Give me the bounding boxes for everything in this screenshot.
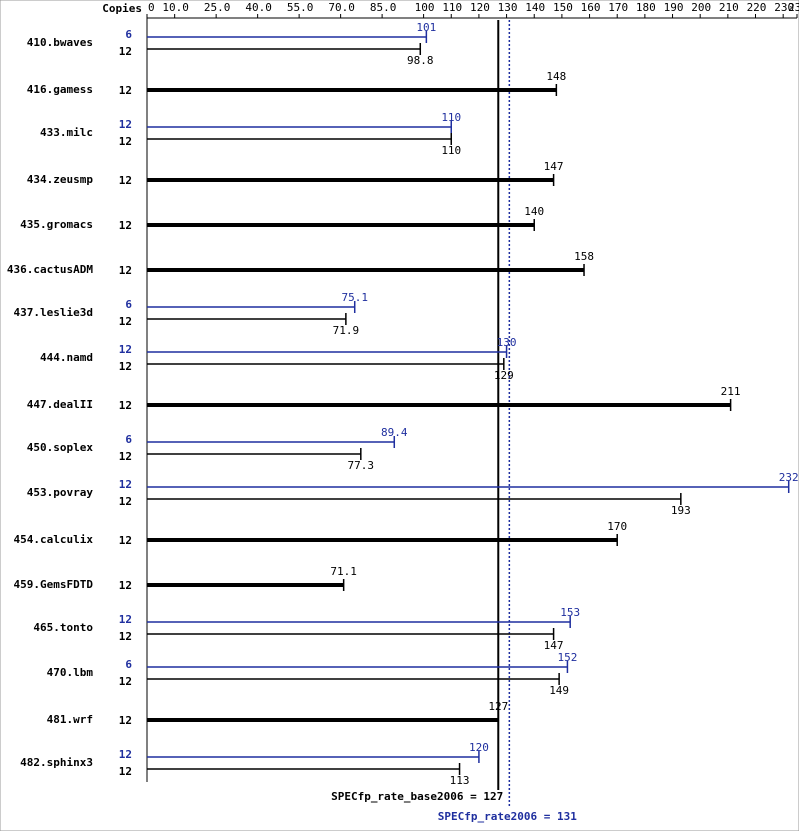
x-tick-label: 210	[719, 1, 739, 14]
copies-header: Copies	[102, 2, 142, 15]
reference-label: SPECfp_rate_base2006 = 127	[331, 790, 503, 803]
x-tick-label: 170	[608, 1, 628, 14]
value-label: 158	[574, 250, 594, 263]
value-label: 211	[721, 385, 741, 398]
value-label: 232	[779, 471, 799, 484]
benchmark-name: 436.cactusADM	[7, 263, 93, 276]
value-label: 127	[488, 700, 508, 713]
value-label: 89.4	[381, 426, 408, 439]
value-label: 148	[546, 70, 566, 83]
copies-label: 12	[119, 118, 132, 131]
value-label: 140	[524, 205, 544, 218]
copies-label: 12	[119, 630, 132, 643]
x-tick-label: 25.0	[204, 1, 231, 14]
value-label: 110	[441, 144, 461, 157]
copies-label: 12	[119, 534, 132, 547]
benchmark-name: 410.bwaves	[27, 36, 93, 49]
x-tick-label: 180	[636, 1, 656, 14]
copies-label: 12	[119, 343, 132, 356]
benchmark-name: 450.soplex	[27, 441, 94, 454]
copies-label: 12	[119, 174, 132, 187]
x-tick-label: 200	[691, 1, 711, 14]
copies-label: 12	[119, 135, 132, 148]
value-label: 71.9	[333, 324, 360, 337]
value-label: 98.8	[407, 54, 434, 67]
benchmark-name: 437.leslie3d	[14, 306, 93, 319]
value-label: 77.3	[348, 459, 375, 472]
benchmark-name: 444.namd	[40, 351, 93, 364]
x-tick-label: 70.0	[328, 1, 355, 14]
x-tick-label: 160	[581, 1, 601, 14]
value-label: 193	[671, 504, 691, 517]
copies-label: 12	[119, 360, 132, 373]
copies-label: 12	[119, 315, 132, 328]
x-tick-label: 190	[664, 1, 684, 14]
benchmark-name: 453.povray	[27, 486, 94, 499]
value-label: 147	[544, 160, 564, 173]
value-label: 110	[441, 111, 461, 124]
value-label: 149	[549, 684, 569, 697]
benchmark-name: 435.gromacs	[20, 218, 93, 231]
x-tick-label: 10.0	[162, 1, 189, 14]
x-tick-label: 120	[470, 1, 490, 14]
value-label: 71.1	[330, 565, 357, 578]
copies-label: 6	[125, 28, 132, 41]
x-tick-label: 235	[788, 1, 799, 14]
x-tick-label: 110	[442, 1, 462, 14]
copies-label: 12	[119, 219, 132, 232]
value-label: 152	[557, 651, 577, 664]
x-tick-label: 55.0	[287, 1, 314, 14]
copies-label: 12	[119, 714, 132, 727]
benchmark-name: 416.gamess	[27, 83, 93, 96]
benchmark-name: 482.sphinx3	[20, 756, 93, 769]
copies-label: 12	[119, 478, 132, 491]
copies-label: 12	[119, 495, 132, 508]
value-label: 130	[497, 336, 517, 349]
copies-label: 12	[119, 765, 132, 778]
x-tick-label: 220	[747, 1, 767, 14]
copies-label: 12	[119, 450, 132, 463]
benchmark-name: 470.lbm	[47, 666, 94, 679]
benchmark-name: 465.tonto	[33, 621, 93, 634]
benchmark-name: 434.zeusmp	[27, 173, 94, 186]
value-label: 153	[560, 606, 580, 619]
copies-label: 12	[119, 748, 132, 761]
reference-label: SPECfp_rate2006 = 131	[438, 810, 577, 823]
x-tick-label: 150	[553, 1, 573, 14]
x-tick-label: 40.0	[245, 1, 272, 14]
value-label: 129	[494, 369, 514, 382]
copies-label: 12	[119, 675, 132, 688]
copies-label: 6	[125, 298, 132, 311]
x-tick-label: 230	[774, 1, 794, 14]
x-tick-label: 0	[148, 1, 155, 14]
x-tick-label: 130	[498, 1, 518, 14]
benchmark-name: 481.wrf	[47, 713, 93, 726]
x-tick-label: 100	[415, 1, 435, 14]
copies-label: 12	[119, 45, 132, 58]
value-label: 113	[450, 774, 470, 787]
value-label: 170	[607, 520, 627, 533]
copies-label: 12	[119, 579, 132, 592]
value-label: 101	[416, 21, 436, 34]
value-label: 75.1	[341, 291, 368, 304]
copies-label: 6	[125, 433, 132, 446]
value-label: 120	[469, 741, 489, 754]
x-tick-label: 85.0	[370, 1, 397, 14]
benchmark-name: 459.GemsFDTD	[14, 578, 94, 591]
copies-label: 12	[119, 84, 132, 97]
value-label: 147	[544, 639, 564, 652]
x-tick-label: 140	[525, 1, 545, 14]
benchmark-name: 433.milc	[40, 126, 93, 139]
copies-label: 12	[119, 399, 132, 412]
benchmark-name: 447.dealII	[27, 398, 93, 411]
copies-label: 6	[125, 658, 132, 671]
copies-label: 12	[119, 613, 132, 626]
copies-label: 12	[119, 264, 132, 277]
benchmark-name: 454.calculix	[14, 533, 94, 546]
